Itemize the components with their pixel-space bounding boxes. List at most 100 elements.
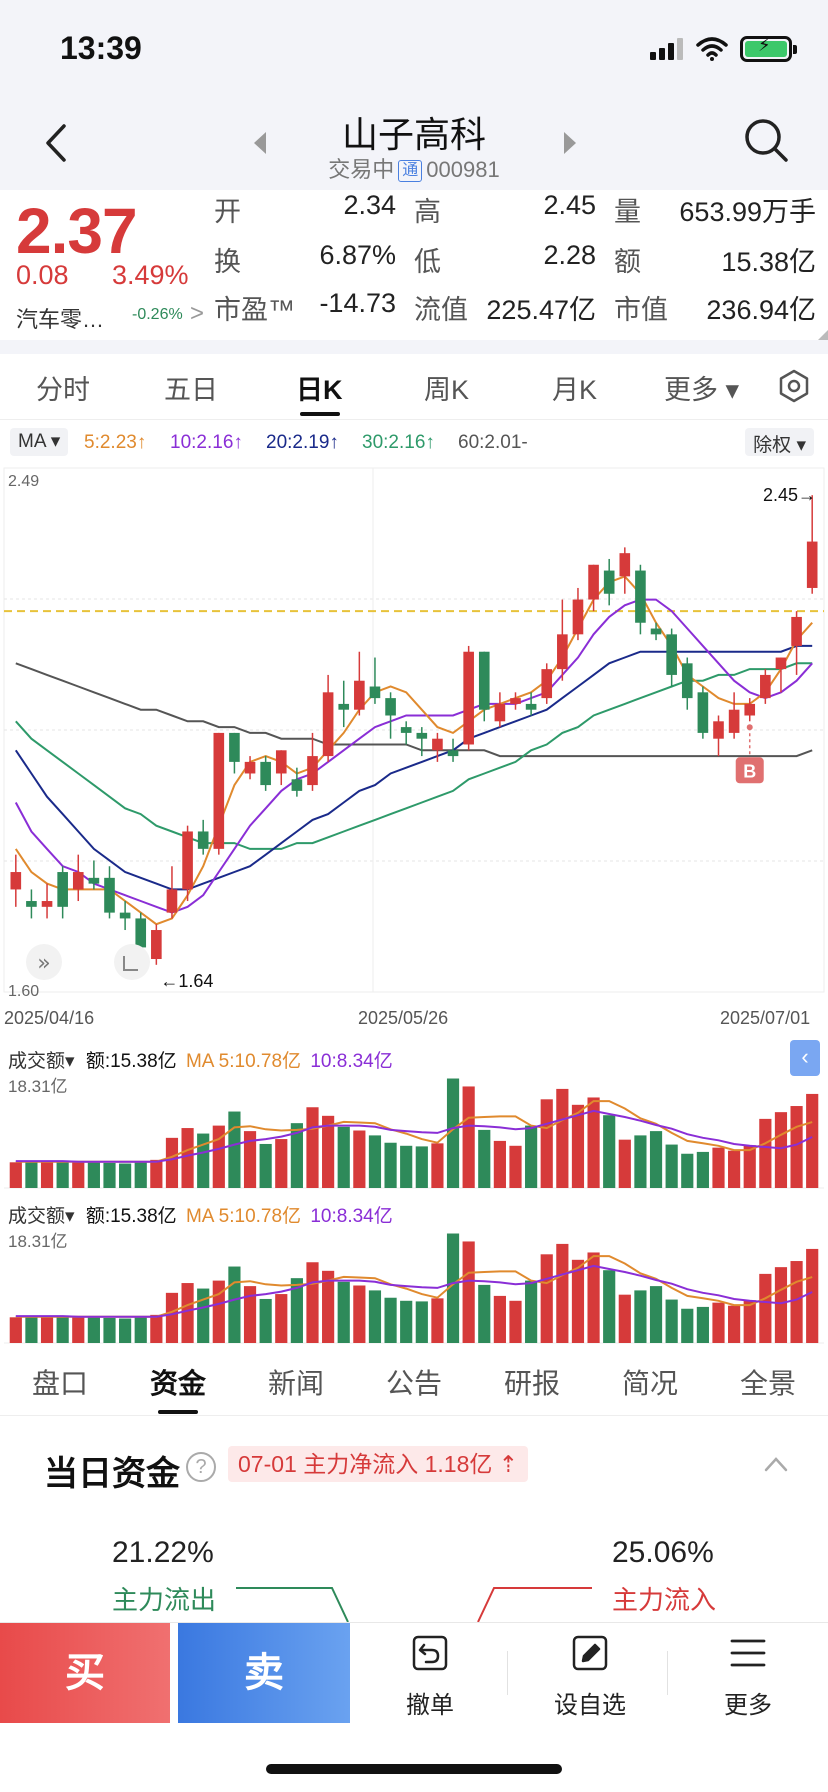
help-icon[interactable]: ?	[186, 1452, 216, 1482]
volume-bar	[87, 1317, 100, 1343]
candle	[510, 692, 521, 710]
ma60-line	[15, 662, 813, 758]
candle	[213, 732, 225, 855]
cancel-order-icon	[412, 1635, 448, 1671]
back-icon[interactable]	[36, 118, 76, 168]
volume-bar	[540, 1099, 553, 1188]
candle	[463, 645, 474, 751]
volume-bar	[415, 1301, 428, 1343]
volume-bar	[556, 1088, 569, 1188]
search-icon[interactable]	[742, 116, 792, 166]
volume-bar	[275, 1139, 288, 1188]
main-outflow-percent: 21.22%	[112, 1536, 214, 1569]
tab-intraday[interactable]: 分时	[36, 375, 90, 405]
candle	[775, 657, 787, 693]
section-divider	[0, 340, 828, 354]
cancel-order-label: 撤单	[406, 1692, 454, 1719]
candle	[369, 657, 381, 704]
more-actions-label: 更多	[724, 1692, 772, 1719]
tab-research[interactable]: 研报	[504, 1368, 561, 1399]
candle	[119, 901, 131, 931]
volume-bar	[478, 1284, 491, 1343]
volume-bar	[259, 1298, 272, 1343]
volume-bar	[728, 1305, 741, 1343]
volume-bar	[165, 1292, 179, 1343]
sector-arrow-icon[interactable]: >	[190, 300, 205, 327]
candle	[57, 866, 68, 919]
tab-daily-k[interactable]: 日K	[296, 375, 343, 405]
buy-button[interactable]: 买	[0, 1623, 170, 1723]
candlestick-chart[interactable]: 2.49 1.60 2025/04/16 2025/05/26 2025/07/…	[0, 464, 828, 1040]
chart-expand-button[interactable]: »	[26, 944, 62, 980]
adjustment-selector[interactable]: 除权 ▾	[745, 428, 814, 456]
volume-bar	[806, 1248, 819, 1343]
candle	[791, 611, 802, 675]
tab-order-book[interactable]: 盘口	[32, 1368, 89, 1399]
sell-button[interactable]: 卖	[178, 1623, 350, 1723]
tab-weekly-k[interactable]: 周K	[424, 375, 470, 405]
tab-more[interactable]: 更多 ▾	[664, 375, 740, 405]
volume-bar	[665, 1144, 678, 1188]
volume-bar	[649, 1286, 663, 1343]
trade-status: 交易中	[328, 157, 395, 182]
volume-bar	[337, 1126, 350, 1188]
x-label-end: 2025/07/01	[720, 1008, 810, 1028]
volume-bar	[712, 1302, 725, 1343]
ma-selector[interactable]: MA ▾	[10, 428, 69, 456]
tab-profile[interactable]: 简况	[622, 1368, 679, 1399]
tab-monthly-k[interactable]: 月K	[552, 375, 598, 405]
candle	[307, 732, 318, 791]
volume-max-label: 18.31亿	[8, 1077, 68, 1096]
volume-bar	[134, 1316, 147, 1343]
ma10-line	[14, 598, 813, 914]
more-actions-button[interactable]: 更多	[668, 1623, 828, 1723]
volume-bar	[197, 1288, 210, 1343]
tab-announcements[interactable]: 公告	[386, 1368, 443, 1399]
net-inflow-badge: 07-01 主力净流入 1.18亿 ⇡	[228, 1446, 529, 1482]
sector-name[interactable]: 汽车零…	[16, 307, 105, 332]
next-stock-icon[interactable]	[560, 130, 580, 156]
add-watchlist-button[interactable]: 设自选	[510, 1623, 670, 1723]
volume-bar	[431, 1298, 444, 1343]
period-tabs: 分时 五日 日K 周K 月K 更多 ▾	[0, 354, 828, 420]
volume-bar	[462, 1086, 475, 1188]
volume-chart-1: 18.31亿	[4, 1077, 824, 1189]
buy-marker[interactable]: B	[735, 724, 764, 784]
price-change-percent: 3.49%	[112, 260, 189, 290]
fullscreen-icon[interactable]	[114, 944, 150, 980]
collapse-panel-button[interactable]: ‹	[790, 1040, 820, 1076]
volume-amount-2: 额:15.38亿	[85, 1206, 177, 1227]
ma20-line	[14, 644, 813, 891]
volume-bar	[25, 1161, 38, 1188]
settings-icon[interactable]	[776, 368, 812, 404]
volume-bar	[368, 1135, 382, 1188]
open-label: 开	[214, 197, 241, 227]
tab-five-day[interactable]: 五日	[164, 375, 218, 405]
candle	[104, 866, 115, 919]
volume-bar	[509, 1300, 522, 1343]
volume-indicator-selector-2[interactable]: 成交额▾	[8, 1206, 75, 1227]
volume-chart-2: 18.31亿	[4, 1232, 824, 1344]
action-separator	[507, 1651, 508, 1695]
tab-overview[interactable]: 全景	[740, 1368, 797, 1399]
cancel-order-button[interactable]: 撤单	[350, 1623, 510, 1723]
candle	[588, 564, 599, 612]
tab-news[interactable]: 新闻	[268, 1368, 325, 1399]
candle	[525, 692, 537, 716]
ma-indicator-bar: MA ▾ 5:2.23↑ 10:2.16↑ 20:2.19↑ 30:2.16↑ …	[0, 420, 828, 464]
volume-bar	[9, 1317, 22, 1343]
volume-bar	[181, 1128, 194, 1188]
volume-indicator-selector[interactable]: 成交额▾	[8, 1051, 75, 1072]
tab-capital-flow[interactable]: 资金	[150, 1368, 207, 1399]
volume-bar	[790, 1106, 803, 1188]
previous-stock-icon[interactable]	[250, 130, 270, 156]
high-value: 2.45	[543, 190, 596, 220]
volume-bar	[322, 1270, 335, 1343]
battery-icon	[740, 35, 797, 62]
main-inflow-label: 主力流入	[612, 1585, 717, 1615]
candle	[166, 866, 178, 919]
add-watchlist-label: 设自选	[554, 1692, 626, 1719]
volume-bar	[290, 1278, 303, 1343]
chevron-up-icon[interactable]	[764, 1456, 788, 1472]
candle	[385, 692, 396, 739]
